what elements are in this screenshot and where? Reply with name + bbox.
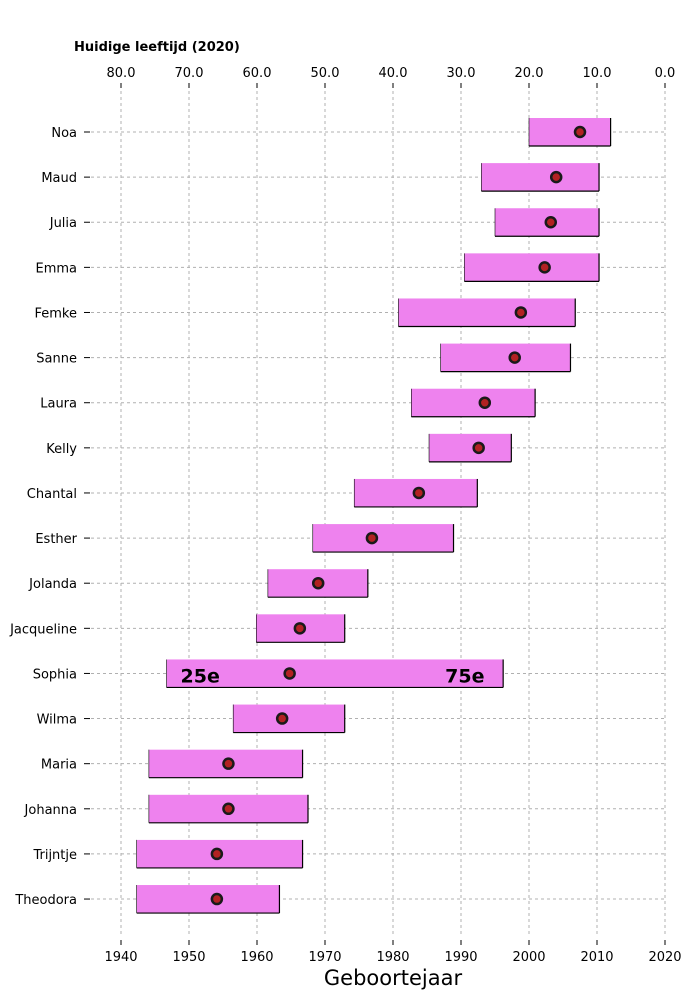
range-bar (464, 253, 600, 282)
median-marker (514, 306, 528, 319)
range-bars (136, 118, 612, 914)
birth-year-axis: 1940 1950 1960 1970 1980 1990 2000 2010 2020 (104, 940, 682, 965)
range-bar (440, 343, 571, 372)
name-label: Noa (51, 126, 77, 141)
median-marker (275, 712, 289, 725)
median-marker (549, 170, 563, 184)
name-label: Esther (35, 532, 77, 547)
median-marker (412, 486, 426, 500)
x-tick-label: 1980 (376, 950, 409, 965)
median-marker (573, 125, 587, 139)
x-tick-label: 1950 (172, 950, 205, 965)
x-tick-label: 1940 (104, 950, 137, 965)
current-age-axis: 80.0 70.0 60.0 50.0 40.0 30.0 20.0 10.0 0.0 (107, 66, 676, 88)
name-label: Kelly (46, 442, 77, 457)
annotation-25th: 25e (181, 665, 220, 687)
name-label: Julia (49, 216, 77, 231)
x-tick-label: 1970 (308, 950, 341, 965)
x-tick-label: 2010 (580, 950, 613, 965)
median-marker (538, 261, 551, 274)
x-tick-label: 1960 (240, 950, 273, 965)
name-label: Jolanda (28, 577, 77, 592)
median-marker (293, 622, 307, 635)
name-label: Emma (35, 261, 77, 276)
name-label: Theodora (14, 893, 77, 908)
median-marker (508, 351, 521, 364)
range-bar (312, 524, 454, 553)
name-label: Jacqueline (9, 622, 77, 637)
x-axis-title: Geboortejaar (324, 966, 463, 990)
name-label: Sophia (33, 667, 77, 682)
annotation-75th: 75e (445, 665, 484, 687)
name-label: Johanna (24, 803, 77, 818)
name-label: Maria (41, 758, 77, 773)
range-bar (136, 885, 280, 914)
top-tick-label: 80.0 (107, 66, 136, 81)
grid-lines (91, 85, 666, 935)
x-tick-label: 1990 (444, 950, 477, 965)
median-marker (222, 757, 235, 770)
top-tick-label: 10.0 (583, 66, 612, 81)
x-tick-label: 2020 (648, 950, 681, 965)
median-marker (365, 531, 379, 545)
top-tick-label: 40.0 (379, 66, 408, 81)
top-tick-label: 70.0 (175, 66, 204, 81)
name-label: Sanne (36, 352, 77, 367)
name-label: Chantal (27, 487, 77, 502)
top-tick-label: 50.0 (311, 66, 340, 81)
range-bar (233, 704, 345, 733)
median-marker (478, 396, 492, 409)
median-marker (210, 892, 224, 906)
name-label: Wilma (37, 713, 77, 728)
x-tick-label: 2000 (512, 950, 545, 965)
name-label: Laura (40, 397, 77, 412)
top-tick-label: 20.0 (515, 66, 544, 81)
median-marker (283, 667, 296, 680)
median-marker (544, 215, 558, 229)
median-marker (472, 441, 485, 455)
range-bar (398, 298, 576, 327)
median-markers (210, 125, 587, 906)
range-bar (481, 163, 600, 192)
range-bar (429, 433, 512, 462)
range-bar (166, 659, 504, 688)
range-bar (529, 118, 611, 146)
name-label: Maud (41, 171, 77, 186)
percentile-annotations: 25e 75e (181, 665, 485, 687)
median-marker (222, 802, 235, 816)
top-tick-label: 30.0 (447, 66, 476, 81)
range-bar (411, 388, 536, 417)
top-tick-label: 60.0 (243, 66, 272, 81)
name-label: Femke (35, 306, 78, 321)
name-label: Trijntje (32, 848, 77, 863)
median-marker (210, 847, 224, 861)
median-marker (311, 576, 325, 590)
top-axis-title: Huidige leeftijd (2020) (74, 40, 240, 55)
name-axis: Noa Maud Julia Emma Femke Sanne Laura Kelly Chan… (9, 126, 90, 908)
top-tick-label: 0.0 (655, 66, 676, 81)
